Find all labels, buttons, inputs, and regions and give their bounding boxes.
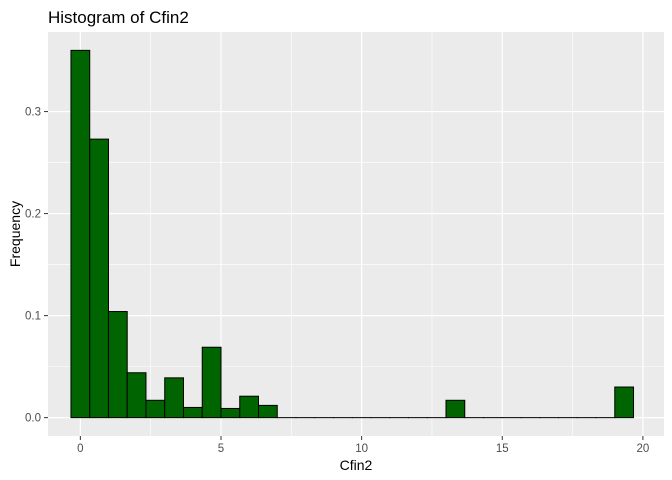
histogram-bar	[220, 407, 241, 419]
histogram-bar	[257, 404, 278, 419]
y-tick-label: 0.1	[25, 311, 41, 323]
x-tick-label: 0	[77, 443, 83, 455]
chart-title: Histogram of Cfin2	[48, 8, 189, 27]
y-tick-label: 0.2	[25, 209, 41, 221]
histogram-bar	[201, 346, 222, 419]
histogram-bar	[70, 49, 91, 419]
y-tick-label: 0.3	[25, 107, 41, 119]
x-tick-label: 20	[637, 443, 650, 455]
histogram-bar	[107, 311, 128, 419]
x-axis-ticks: 0 5 10 15 20	[77, 436, 649, 455]
histogram-bars	[70, 49, 635, 419]
x-tick-label: 5	[218, 443, 224, 455]
x-axis-label: Cfin2	[340, 457, 373, 473]
histogram-bar	[239, 395, 259, 419]
x-tick-label: 10	[355, 443, 368, 455]
histogram-bar	[445, 399, 466, 419]
histogram-bar	[89, 138, 109, 419]
x-tick-label: 15	[496, 443, 509, 455]
histogram-bar	[145, 399, 166, 419]
histogram-bar	[126, 372, 147, 419]
y-tick-label: 0.0	[25, 413, 41, 425]
histogram-bar	[182, 406, 203, 419]
histogram-bar	[614, 386, 635, 419]
histogram-bar	[164, 377, 184, 419]
y-axis-label: Frequency	[7, 201, 23, 267]
minor-gridlines	[48, 32, 664, 436]
y-axis-ticks: 0.0 0.1 0.2 0.3	[25, 107, 48, 425]
